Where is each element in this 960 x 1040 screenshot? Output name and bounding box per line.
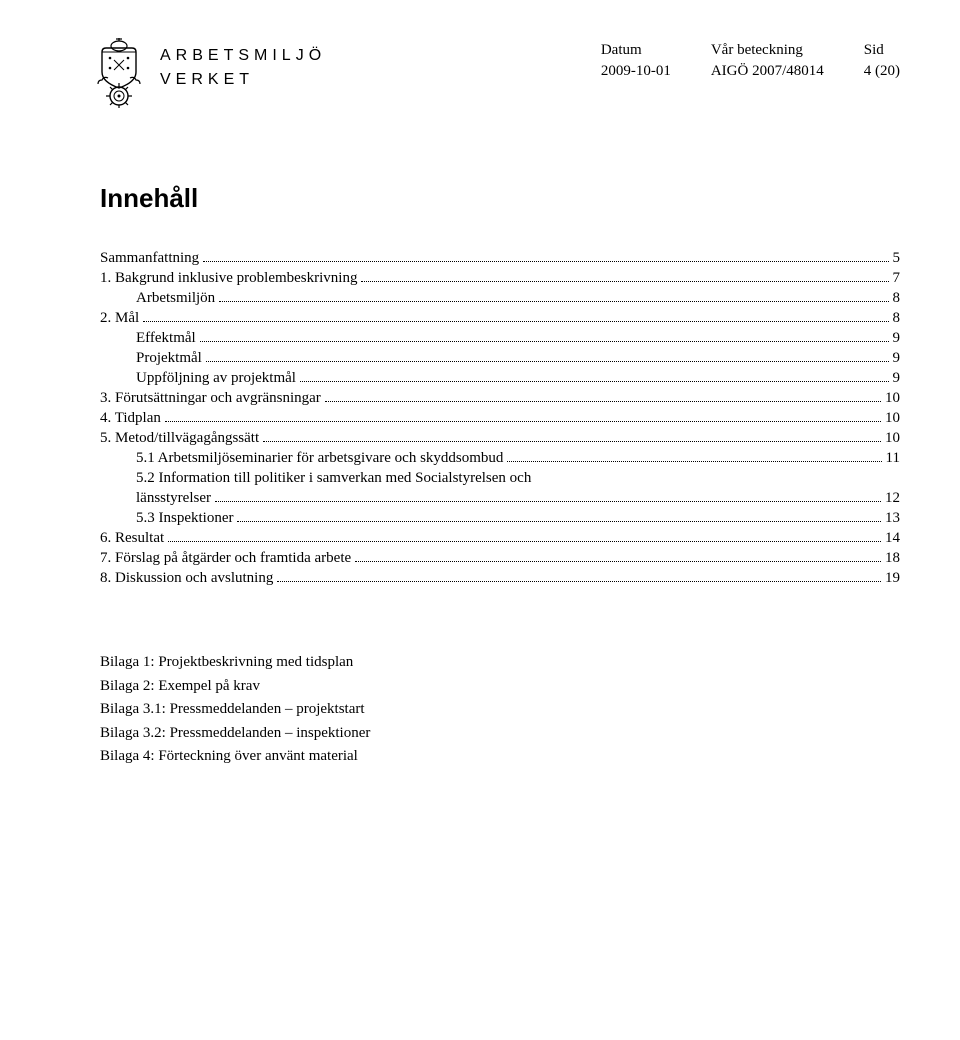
toc-text: 7. Förslag på åtgärder och framtida arbe… [100,550,351,567]
appendix-item: Bilaga 4: Förteckning över använt materi… [100,745,900,768]
toc-page: 8 [893,290,901,307]
toc-dots [219,301,888,302]
beteckning-value: AIGÖ 2007/48014 [711,61,824,82]
toc-text: 1. Bakgrund inklusive problembeskrivning [100,270,357,287]
toc-entry: länsstyrelser 12 [100,490,900,507]
datum-col: Datum 2009-10-01 [601,40,671,82]
toc-dots [165,421,881,422]
toc-text: 5. Metod/tillvägagångssätt [100,430,259,447]
toc-page: 18 [885,550,900,567]
toc-dots [300,381,889,382]
sid-col: Sid 4 (20) [864,40,900,82]
toc-entry: Arbetsmiljön 8 [100,290,900,307]
toc-text: 6. Resultat [100,530,164,547]
toc-entry: 6. Resultat 14 [100,530,900,547]
toc-dots [168,541,881,542]
toc-page: 10 [885,410,900,427]
toc-entry: Uppföljning av projektmål 9 [100,370,900,387]
datum-value: 2009-10-01 [601,61,671,82]
table-of-contents: Sammanfattning 5 1. Bakgrund inklusive pro… [100,250,900,587]
toc-entry: 5.2 Information till politiker i samverk… [100,470,900,487]
toc-dots [206,361,889,362]
toc-entry: Sammanfattning 5 [100,250,900,267]
sid-value: 4 (20) [864,61,900,82]
toc-entry: 5. Metod/tillvägagångssätt 10 [100,430,900,447]
toc-text: länsstyrelser [136,490,211,507]
toc-text: 5.1 Arbetsmiljöseminarier för arbetsgiva… [136,450,503,467]
toc-text: Sammanfattning [100,250,199,267]
toc-entry: 8. Diskussion och avslutning 19 [100,570,900,587]
toc-page: 10 [885,390,900,407]
toc-dots [507,461,881,462]
toc-dots [237,521,881,522]
toc-entry: 5.3 Inspektioner 13 [100,510,900,527]
crest-icon [90,38,148,113]
appendix-item: Bilaga 3.2: Pressmeddelanden – inspektio… [100,722,900,745]
toc-page: 7 [893,270,901,287]
org-line2: VERKET [160,68,326,92]
toc-text: 4. Tidplan [100,410,161,427]
toc-dots [143,321,888,322]
page-title: Innehåll [100,183,900,214]
content-area: Innehåll Sammanfattning 5 1. Bakgrund inkl… [90,183,900,768]
toc-text: 5.3 Inspektioner [136,510,233,527]
toc-dots [215,501,881,502]
toc-page: 9 [893,330,901,347]
toc-dots [277,581,881,582]
toc-text: Arbetsmiljön [136,290,215,307]
toc-text: Projektmål [136,350,202,367]
toc-entry: Projektmål 9 [100,350,900,367]
appendix-item: Bilaga 2: Exempel på krav [100,675,900,698]
toc-text: 2. Mål [100,310,139,327]
beteckning-label: Vår beteckning [711,40,824,61]
datum-label: Datum [601,40,671,61]
toc-dots [203,261,888,262]
toc-page: 9 [893,350,901,367]
header-meta: Datum 2009-10-01 Vår beteckning AIGÖ 200… [601,40,900,82]
toc-dots [325,401,881,402]
toc-entry: 4. Tidplan 10 [100,410,900,427]
toc-text: Effektmål [136,330,196,347]
toc-page: 13 [885,510,900,527]
toc-entry: 5.1 Arbetsmiljöseminarier för arbetsgiva… [100,450,900,467]
toc-page: 12 [885,490,900,507]
toc-dots [200,341,889,342]
toc-entry: 2. Mål 8 [100,310,900,327]
toc-page: 9 [893,370,901,387]
org-name: ARBETSMILJÖ VERKET [160,44,326,92]
toc-page: 10 [885,430,900,447]
toc-text: 3. Förutsättningar och avgränsningar [100,390,321,407]
appendix-list: Bilaga 1: Projektbeskrivning med tidspla… [100,651,900,768]
toc-entry: Effektmål 9 [100,330,900,347]
toc-entry: 3. Förutsättningar och avgränsningar 10 [100,390,900,407]
toc-page: 5 [893,250,901,267]
appendix-item: Bilaga 3.1: Pressmeddelanden – projektst… [100,698,900,721]
toc-text: 5.2 Information till politiker i samverk… [136,470,531,487]
page-header: ARBETSMILJÖ VERKET Datum 2009-10-01 Vår … [90,38,900,113]
toc-page: 14 [885,530,900,547]
beteckning-col: Vår beteckning AIGÖ 2007/48014 [711,40,824,82]
logo-block: ARBETSMILJÖ VERKET [90,38,601,113]
toc-text: 8. Diskussion och avslutning [100,570,273,587]
toc-page: 11 [886,450,900,467]
toc-dots [361,281,888,282]
toc-page: 19 [885,570,900,587]
toc-page: 8 [893,310,901,327]
org-line1: ARBETSMILJÖ [160,44,326,68]
toc-text: Uppföljning av projektmål [136,370,296,387]
toc-entry: 1. Bakgrund inklusive problembeskrivning… [100,270,900,287]
appendix-item: Bilaga 1: Projektbeskrivning med tidspla… [100,651,900,674]
sid-label: Sid [864,40,900,61]
toc-dots [355,561,881,562]
toc-dots [263,441,881,442]
toc-entry: 7. Förslag på åtgärder och framtida arbe… [100,550,900,567]
